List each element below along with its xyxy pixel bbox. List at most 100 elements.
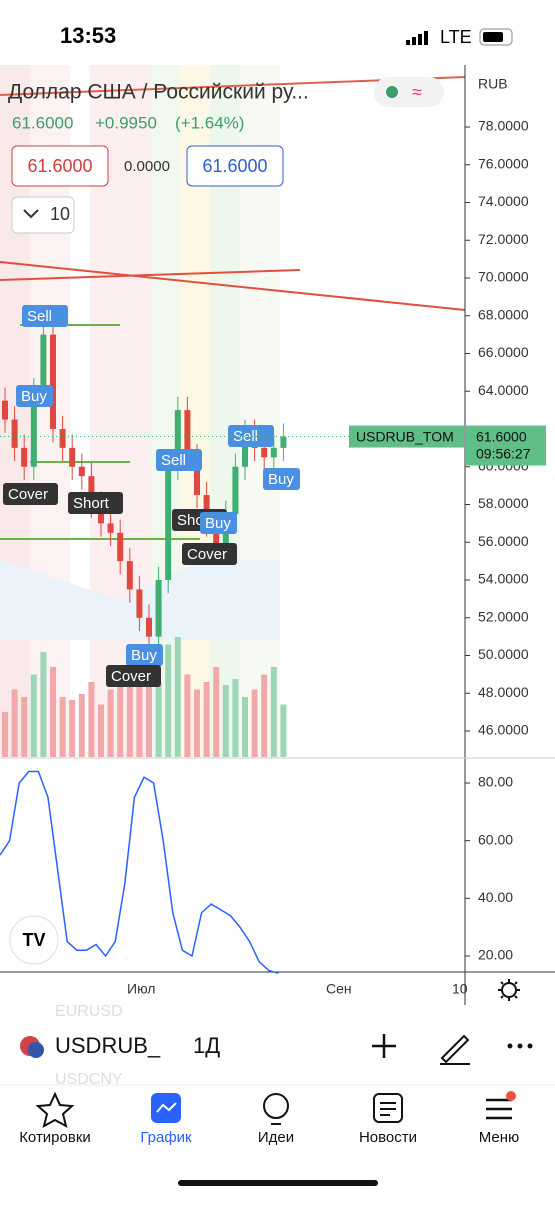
lot: 10: [50, 204, 70, 224]
signal-label: Buy: [131, 647, 157, 664]
candle-body: [2, 400, 8, 420]
y-tick-label: 58.0000: [478, 495, 529, 511]
add-icon[interactable]: [372, 1034, 396, 1058]
signal-tag: [22, 305, 68, 327]
candle-body: [146, 617, 152, 637]
tab-icon: [373, 1093, 403, 1123]
candle-body: [155, 580, 162, 637]
more-icon[interactable]: [507, 1043, 533, 1049]
osc-tick-label: 20.00: [478, 947, 513, 963]
symbol-bar: [0, 1010, 555, 1085]
y-tick-label: 68.0000: [478, 306, 529, 322]
x-tick-label: Сен: [326, 981, 352, 997]
signal-tag: [3, 483, 58, 505]
volume-bar: [11, 689, 18, 757]
candle-body: [184, 410, 191, 458]
candle-body: [88, 476, 95, 505]
signal-tag: [156, 449, 202, 471]
y-tick-label: 76.0000: [478, 155, 529, 171]
candle-body: [280, 436, 287, 448]
volume-bar: [174, 637, 181, 757]
logo-badge: [9, 915, 59, 965]
countdown: 09:56:27: [476, 445, 531, 461]
y-tick-label: 72.0000: [478, 231, 529, 247]
chevron: [23, 209, 39, 219]
interval[interactable]: 1Д: [193, 1033, 220, 1058]
candle-body: [107, 523, 114, 533]
trend-line: [0, 269, 301, 281]
y-tick-label: 48.0000: [478, 684, 529, 700]
volume-bar: [69, 700, 76, 757]
volume-bar: [222, 685, 229, 757]
sell-button[interactable]: [11, 145, 109, 187]
volume-bar: [30, 674, 37, 757]
signal-label: Buy: [268, 471, 294, 488]
candle-body: [174, 410, 181, 467]
tab-icon: [35, 1091, 75, 1128]
candle-body: [30, 391, 37, 467]
lot-button[interactable]: [11, 196, 75, 234]
tab-label[interactable]: Меню: [479, 1129, 520, 1146]
candle-body: [194, 457, 200, 496]
y-tick-label: 74.0000: [478, 193, 529, 209]
signal-label: Sell: [27, 308, 52, 325]
signal-tag: [263, 468, 300, 490]
sell-price: 61.6000: [27, 156, 92, 176]
tab-label[interactable]: Идеи: [258, 1129, 294, 1146]
tab-icon: [486, 1098, 512, 1120]
volume-bar: [21, 697, 28, 757]
flag: [28, 1042, 44, 1058]
candle-body: [21, 447, 28, 467]
volume-bar: [136, 667, 143, 757]
candle-body: [78, 466, 85, 477]
candle-body: [232, 466, 239, 514]
tab-icon: [156, 1102, 177, 1113]
y-tick-label: 64.0000: [478, 382, 529, 398]
price: 61.6000: [12, 113, 73, 132]
y-tick-label: 50.0000: [478, 646, 529, 662]
volume-bar: [78, 694, 85, 757]
symbol-name[interactable]: USDRUB_: [55, 1033, 161, 1058]
signal-tag: [228, 425, 274, 447]
signal: [406, 31, 428, 45]
price-tag: [466, 425, 546, 466]
x-tick-label: Июл: [127, 981, 155, 997]
draw-icon[interactable]: [440, 1034, 470, 1065]
tab-label[interactable]: Новости: [359, 1129, 417, 1146]
logo: TV: [22, 930, 45, 950]
osc-tick-label: 60.00: [478, 831, 513, 847]
candle-body: [40, 334, 47, 392]
trend-line: [0, 261, 466, 311]
tab-icon: [263, 1093, 289, 1119]
signal-label: Sell: [161, 452, 186, 469]
volume-bar: [117, 685, 124, 757]
tab-icon: [380, 1102, 396, 1116]
candle-body: [270, 447, 277, 458]
signal-label: Sell: [233, 428, 258, 445]
settings-icon[interactable]: [498, 979, 520, 1001]
volume-bar: [88, 682, 95, 757]
signal-tag: [126, 644, 163, 666]
volume-bar: [280, 704, 287, 757]
volume-bar: [270, 667, 277, 757]
candle-body: [59, 429, 66, 448]
y-tick-label: 70.0000: [478, 269, 529, 285]
volume-bar: [98, 704, 104, 757]
y-tick-label: 52.0000: [478, 608, 529, 624]
change: +0.9950: [95, 113, 157, 132]
volume-bar: [251, 689, 258, 757]
candle-body: [136, 589, 143, 618]
spread: 0.0000: [124, 158, 170, 175]
y-tick-label: 46.0000: [478, 722, 529, 738]
signal-label: Cover: [111, 668, 151, 685]
osc-tick-label: 40.00: [478, 889, 513, 905]
x-tick-label: 10: [452, 981, 468, 997]
tab-label[interactable]: Котировки: [19, 1129, 91, 1146]
y-tick-label: 56.0000: [478, 533, 529, 549]
tab-label[interactable]: График: [140, 1129, 192, 1146]
currency: RUB: [478, 76, 508, 92]
change-pct: (+1.64%): [175, 113, 244, 132]
buy-button[interactable]: [186, 145, 284, 187]
candle-body: [50, 334, 56, 429]
